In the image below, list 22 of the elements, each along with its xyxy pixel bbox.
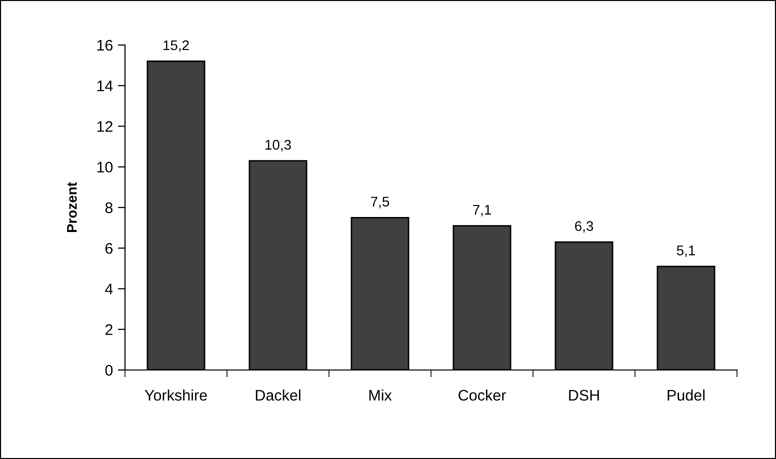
y-tick-label: 0 — [105, 364, 113, 376]
y-tick-label: 2 — [105, 324, 112, 335]
data-label: 15,2 — [164, 40, 189, 52]
data-label: 10,3 — [266, 140, 291, 152]
y-tick-label: 14 — [97, 80, 113, 92]
y-tick-label: 8 — [105, 202, 113, 214]
y-tick-label: 4 — [105, 284, 113, 294]
x-tick-label: DSH — [569, 390, 599, 401]
data-label: 7,5 — [371, 196, 390, 208]
x-tick-label: Mix — [369, 389, 392, 401]
data-label: 6,3 — [575, 221, 594, 233]
x-tick-label: Pudel — [668, 389, 705, 401]
y-tick-label: 16 — [97, 40, 113, 51]
x-tick-label: Yorkshire — [144, 389, 207, 401]
y-tick-label: 10 — [97, 162, 113, 173]
y-tick-label: 12 — [97, 121, 112, 132]
x-tick-label: Cocker — [458, 389, 506, 401]
y-axis-title: Prozent — [67, 182, 77, 232]
x-tick-label: Dackel — [256, 389, 300, 401]
data-label: 5,1 — [676, 246, 695, 257]
data-label: 7,1 — [473, 205, 491, 216]
y-tick-label: 6 — [105, 242, 113, 254]
